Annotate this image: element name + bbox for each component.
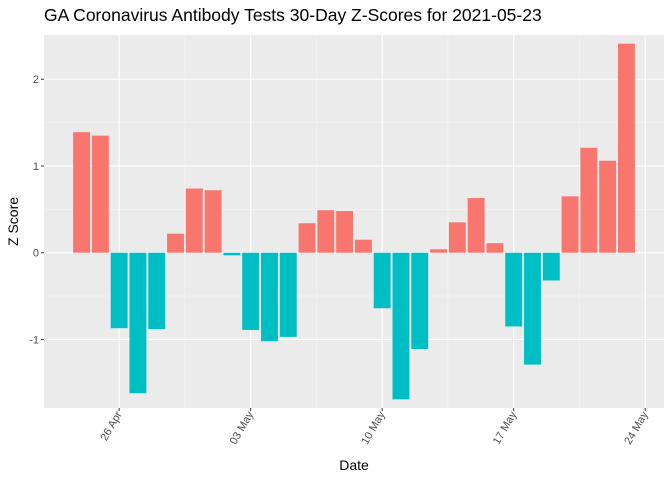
- bar: [373, 252, 391, 309]
- y-tick-label: 0: [33, 248, 39, 260]
- bar: [129, 252, 147, 394]
- y-axis: -1 0 1 2: [29, 74, 44, 346]
- chart-title: GA Coronavirus Antibody Tests 30-Day Z-S…: [44, 5, 542, 25]
- bar: [167, 233, 184, 253]
- y-tick-label: 2: [33, 74, 39, 86]
- x-tick-label: 26 Apr: [98, 409, 124, 443]
- bar: [279, 252, 297, 337]
- bar: [317, 210, 335, 253]
- bar: [617, 43, 635, 253]
- y-tick-label: -1: [29, 334, 39, 346]
- bar: [486, 243, 504, 253]
- bar: [148, 252, 166, 330]
- bar: [392, 252, 410, 400]
- bar: [599, 160, 617, 253]
- y-axis-title: Z Score: [5, 197, 21, 246]
- x-tick-label: 17 May: [491, 409, 520, 447]
- bar: [524, 252, 541, 365]
- bar: [91, 135, 109, 253]
- x-axis: 26 Apr 03 May 10 May 17 May 24 May: [98, 408, 651, 447]
- bar: [223, 252, 241, 256]
- bar: [580, 147, 598, 253]
- bar: [448, 222, 466, 253]
- x-axis-title: Date: [339, 457, 369, 473]
- bar: [73, 132, 91, 253]
- x-tick-label: 24 May: [622, 409, 651, 447]
- bar: [354, 239, 372, 253]
- bar: [261, 252, 278, 342]
- bar: [542, 252, 560, 281]
- bar: [336, 211, 354, 253]
- grid-lines: [44, 35, 664, 408]
- bar: [185, 188, 203, 253]
- bar: [204, 190, 222, 253]
- bar: [411, 252, 429, 350]
- bars: [73, 43, 635, 400]
- bar: [467, 198, 485, 253]
- bar: [505, 252, 523, 327]
- plot-panel: [44, 35, 664, 408]
- bar: [110, 252, 128, 329]
- bar: [430, 249, 447, 253]
- bar: [298, 223, 316, 253]
- x-tick-label: 03 May: [228, 409, 257, 447]
- y-tick-label: 1: [33, 161, 39, 173]
- x-tick-label: 10 May: [359, 409, 388, 447]
- bar: [242, 252, 260, 330]
- bar: [561, 196, 579, 253]
